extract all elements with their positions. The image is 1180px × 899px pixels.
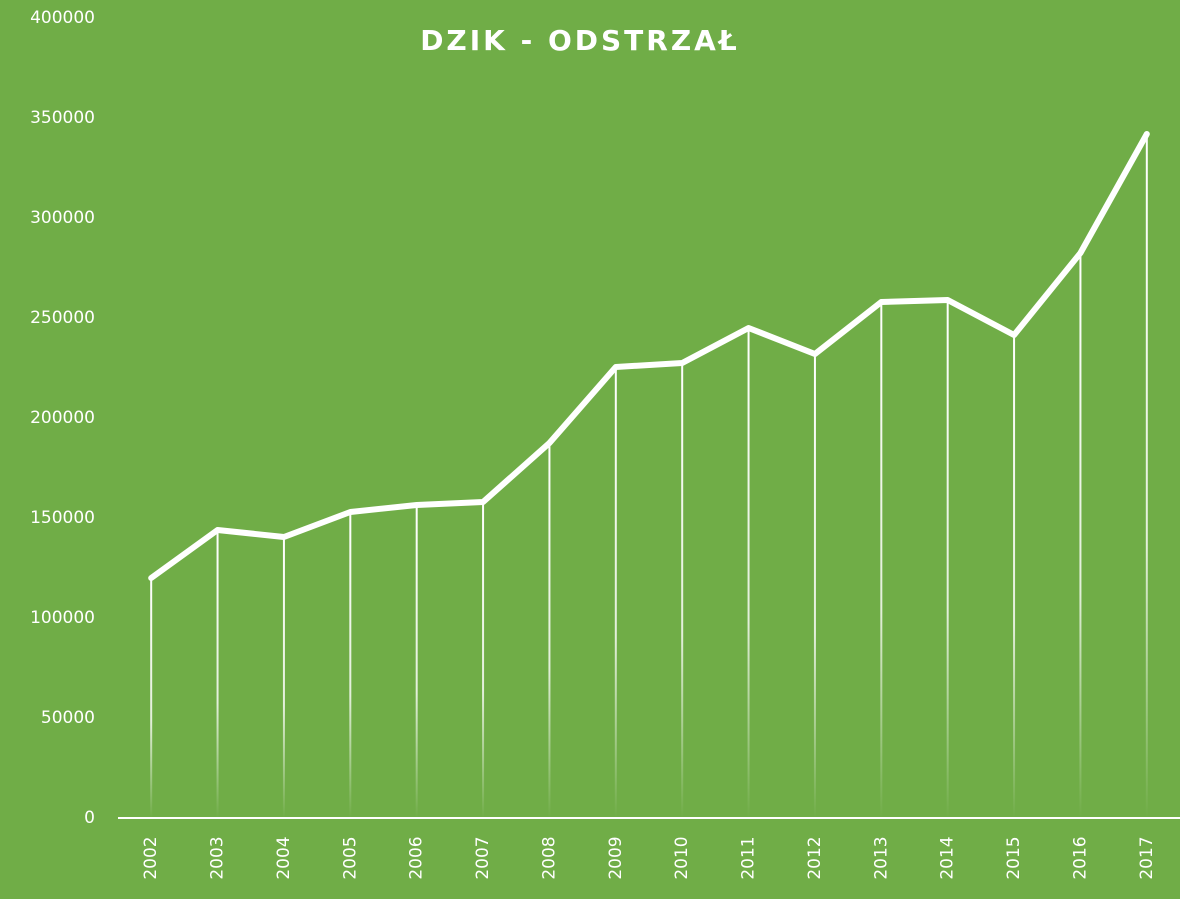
x-tick-label: 2016 bbox=[1070, 836, 1090, 879]
drop-line bbox=[1079, 253, 1082, 818]
data-line bbox=[148, 131, 1150, 581]
drop-line bbox=[150, 578, 153, 818]
y-tick-label: 400000 bbox=[30, 8, 95, 28]
x-tick-label: 2007 bbox=[473, 836, 493, 879]
x-tick-label: 2015 bbox=[1004, 836, 1024, 879]
drop-line bbox=[349, 512, 352, 818]
x-tick-label: 2010 bbox=[672, 836, 692, 879]
drop-line bbox=[282, 537, 285, 818]
drop-line bbox=[946, 300, 949, 818]
y-tick-label: 0 bbox=[84, 808, 95, 828]
x-tick-label: 2009 bbox=[606, 836, 626, 879]
drop-line bbox=[415, 505, 418, 818]
x-tick-label: 2011 bbox=[739, 836, 759, 879]
x-tick-label: 2013 bbox=[871, 836, 891, 879]
drop-line bbox=[548, 443, 551, 818]
drop-line bbox=[482, 502, 485, 818]
x-tick-label: 2003 bbox=[208, 836, 228, 879]
drop-line bbox=[880, 302, 883, 818]
drop-line bbox=[614, 367, 617, 818]
drop-line bbox=[813, 354, 816, 818]
drop-line bbox=[216, 530, 219, 818]
x-tick-label: 2012 bbox=[805, 836, 825, 879]
chart-title: DZIK - ODSTRZAŁ bbox=[420, 24, 740, 57]
x-tick-label: 2008 bbox=[539, 836, 559, 879]
y-tick-label: 350000 bbox=[30, 108, 95, 128]
y-tick-label: 150000 bbox=[30, 508, 95, 528]
x-tick-label: 2017 bbox=[1137, 836, 1157, 879]
x-tick-label: 2014 bbox=[938, 836, 958, 879]
y-tick-label: 200000 bbox=[30, 408, 95, 428]
x-tick-label: 2006 bbox=[407, 836, 427, 879]
drop-line bbox=[1145, 134, 1148, 818]
y-tick-label: 50000 bbox=[41, 708, 95, 728]
x-tick-label: 2004 bbox=[274, 836, 294, 879]
drop-line bbox=[747, 328, 750, 818]
y-tick-label: 100000 bbox=[30, 608, 95, 628]
y-tick-label: 300000 bbox=[30, 208, 95, 228]
drop-line bbox=[1013, 335, 1016, 818]
y-tick-label: 250000 bbox=[30, 308, 95, 328]
x-tick-label: 2002 bbox=[141, 836, 161, 879]
x-tick-label: 2005 bbox=[340, 836, 360, 879]
drop-line bbox=[681, 363, 684, 818]
